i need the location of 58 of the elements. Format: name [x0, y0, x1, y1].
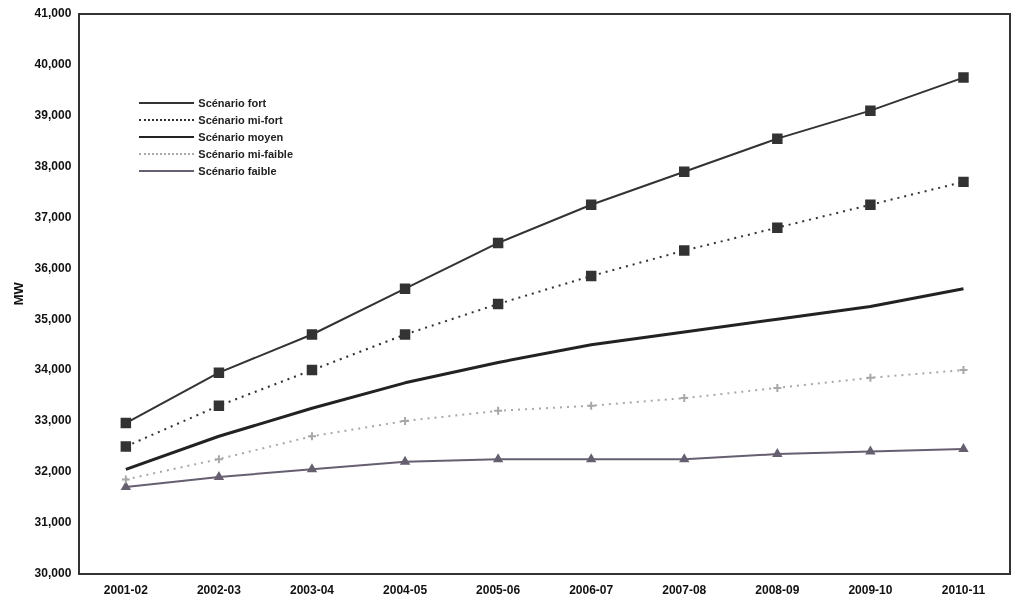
point	[679, 454, 689, 463]
point	[400, 456, 410, 465]
point	[213, 367, 225, 378]
point	[865, 105, 876, 116]
legend-label: Scénario fort	[198, 96, 267, 109]
point	[586, 454, 596, 463]
y-tick-label: 32,000	[34, 464, 72, 479]
point	[307, 464, 317, 473]
legend-label: Scénario faible	[198, 164, 277, 177]
y-tick-label: 41,000	[34, 6, 72, 21]
point	[399, 329, 411, 340]
point	[306, 329, 318, 340]
point	[772, 222, 783, 233]
legend-label: Scénario mi-fort	[198, 113, 283, 126]
y-tick-label: 33,000	[34, 413, 72, 428]
point	[585, 199, 597, 211]
y-tick-label: 39,000	[34, 108, 72, 123]
x-tick-label: 2004-05	[383, 583, 428, 598]
legend-label: Scénario mi-faible	[198, 147, 294, 160]
point	[958, 176, 969, 188]
y-tick-label: 40,000	[34, 57, 72, 72]
point	[306, 364, 318, 376]
y-tick-label: 34,000	[34, 362, 72, 377]
y-tick-label: 35,000	[34, 311, 72, 326]
point	[492, 298, 504, 310]
point	[772, 449, 782, 458]
point	[493, 454, 503, 463]
point	[120, 441, 132, 452]
x-tick-label: 2009-10	[848, 583, 893, 598]
x-tick-label: 2002-03	[196, 583, 242, 598]
point	[120, 417, 132, 429]
point	[772, 133, 783, 144]
point	[959, 443, 968, 452]
y-tick-label: 31,000	[34, 515, 72, 530]
x-tick-label: 2008-09	[755, 583, 800, 598]
point	[492, 237, 504, 249]
point	[121, 482, 131, 491]
x-tick-label: 2007-08	[662, 583, 707, 598]
y-tick-label: 30,000	[34, 565, 72, 580]
point	[865, 446, 875, 455]
legend-label: Scénario moyen	[198, 130, 284, 143]
y-tick-label: 37,000	[34, 209, 72, 224]
point	[585, 270, 597, 282]
point	[679, 166, 690, 177]
point	[679, 245, 690, 256]
point	[865, 199, 876, 211]
y-tick-label: 36,000	[34, 260, 72, 275]
point	[958, 72, 969, 83]
point	[399, 283, 411, 294]
point	[214, 471, 224, 480]
x-tick-label: 2010-11	[941, 583, 986, 598]
point	[213, 400, 225, 411]
x-tick-label: 2006-07	[569, 583, 614, 598]
y-tick-label: 38,000	[34, 158, 72, 173]
x-tick-label: 2001-02	[103, 583, 149, 598]
y-axis-title: MW	[11, 281, 27, 306]
x-tick-label: 2003-04	[289, 583, 335, 598]
x-tick-label: 2005-06	[476, 583, 521, 598]
